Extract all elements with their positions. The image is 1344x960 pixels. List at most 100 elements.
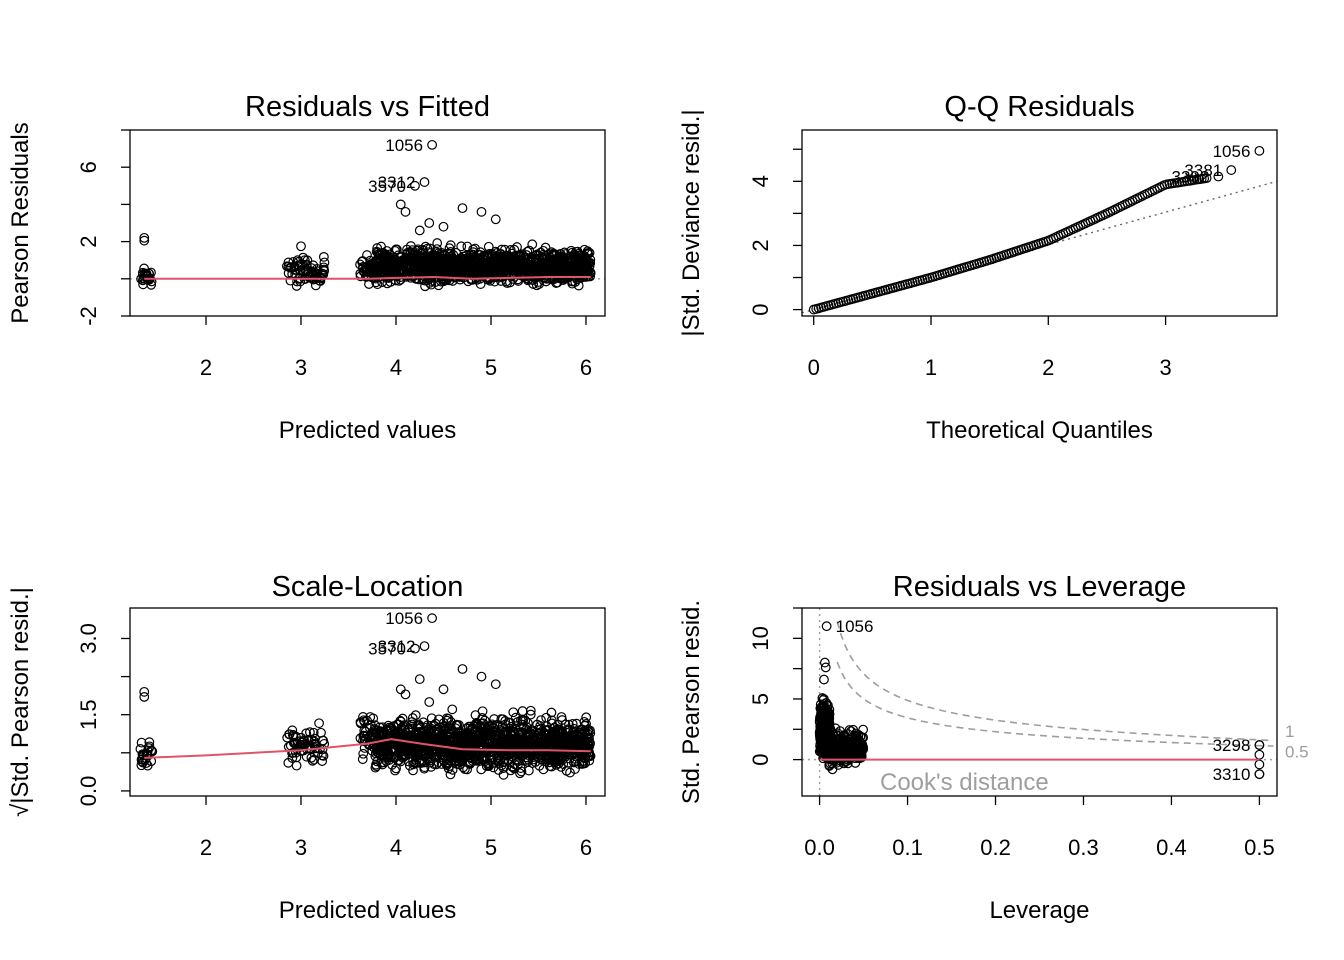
data-point <box>416 248 426 259</box>
data-point <box>375 254 386 265</box>
plot-frame <box>801 607 1278 797</box>
data-point <box>446 261 457 272</box>
data-point <box>395 199 406 210</box>
data-point <box>411 747 422 758</box>
data-point <box>545 252 556 263</box>
data-point <box>424 218 435 228</box>
data-point <box>495 737 506 748</box>
data-point <box>438 684 449 695</box>
data-point <box>419 177 430 187</box>
x-tick-label: 4 <box>390 835 402 860</box>
data-point <box>398 749 409 760</box>
data-point <box>419 641 430 652</box>
data-point <box>541 273 552 284</box>
data-point <box>508 257 519 268</box>
y-tick-label: 0 <box>748 303 773 315</box>
data-point <box>138 269 148 280</box>
y-tick-label: -2 <box>76 306 101 326</box>
data-point <box>514 744 525 755</box>
data-point <box>146 745 157 756</box>
data-point <box>585 725 595 736</box>
data-point <box>509 244 520 255</box>
data-point <box>555 273 566 284</box>
x-tick-label: 2 <box>200 355 212 380</box>
data-point <box>379 748 390 759</box>
data-point <box>410 180 420 191</box>
data-point <box>505 717 516 728</box>
data-point <box>534 747 544 757</box>
data-point <box>490 679 501 690</box>
data-point <box>819 657 830 668</box>
residual-points <box>808 145 1265 315</box>
data-point <box>567 259 578 270</box>
data-point <box>571 246 582 257</box>
data-point <box>447 704 458 715</box>
y-tick-label: 6 <box>76 161 101 173</box>
data-point <box>546 707 557 718</box>
chart-title: Scale-Location <box>272 571 464 603</box>
data-point <box>383 261 394 272</box>
x-tick-label: 5 <box>485 835 497 860</box>
data-point <box>446 251 457 262</box>
data-point <box>463 734 474 744</box>
x-axis-label: Leverage <box>989 897 1089 924</box>
point-label: 3298 <box>1213 736 1251 755</box>
data-point <box>459 764 470 775</box>
data-point <box>417 260 427 271</box>
data-point <box>815 699 826 710</box>
data-point <box>446 751 457 761</box>
y-axis-label: |Std. Deviance resid.| <box>678 109 705 336</box>
data-point <box>395 684 406 695</box>
data-point <box>557 253 568 264</box>
data-point <box>572 269 582 280</box>
data-point <box>476 752 487 763</box>
data-point <box>445 753 456 763</box>
data-point <box>541 712 552 723</box>
data-point <box>388 736 398 747</box>
data-point <box>414 225 425 236</box>
data-point <box>291 760 302 771</box>
data-point <box>438 221 449 232</box>
x-tick-label: 3 <box>1159 355 1171 380</box>
data-point <box>498 769 509 780</box>
residual-points <box>136 139 596 292</box>
data-point <box>424 697 435 707</box>
data-point <box>372 279 383 290</box>
data-point <box>516 766 527 777</box>
point-label: 3312 <box>378 173 416 192</box>
data-point <box>412 728 423 739</box>
data-point <box>139 263 149 274</box>
data-point <box>1226 165 1237 175</box>
smoother-line <box>144 738 591 759</box>
data-point <box>826 739 837 750</box>
data-point <box>395 715 406 726</box>
data-point <box>527 239 538 250</box>
data-point <box>405 241 416 251</box>
data-point <box>513 756 523 767</box>
data-point <box>319 264 329 275</box>
data-point <box>553 747 564 757</box>
plot-area <box>135 613 596 780</box>
data-point <box>483 741 494 752</box>
data-point <box>841 737 851 748</box>
data-point <box>397 713 408 724</box>
data-point <box>502 258 513 269</box>
data-point <box>419 725 429 736</box>
residual-points <box>814 621 1265 780</box>
data-point <box>819 674 829 685</box>
data-point <box>485 275 496 286</box>
data-point <box>382 246 392 256</box>
x-tick-label: 0.4 <box>1156 835 1187 860</box>
data-point <box>821 697 832 708</box>
data-point <box>407 717 417 727</box>
data-point <box>559 734 570 745</box>
residual-points <box>135 613 596 780</box>
data-point <box>426 725 437 736</box>
data-point <box>381 755 392 766</box>
cooks-distance-contour <box>836 661 1274 747</box>
x-tick-label: 6 <box>580 355 592 380</box>
data-point <box>429 759 439 770</box>
data-point <box>822 726 833 736</box>
y-tick-label: 2 <box>748 239 773 251</box>
